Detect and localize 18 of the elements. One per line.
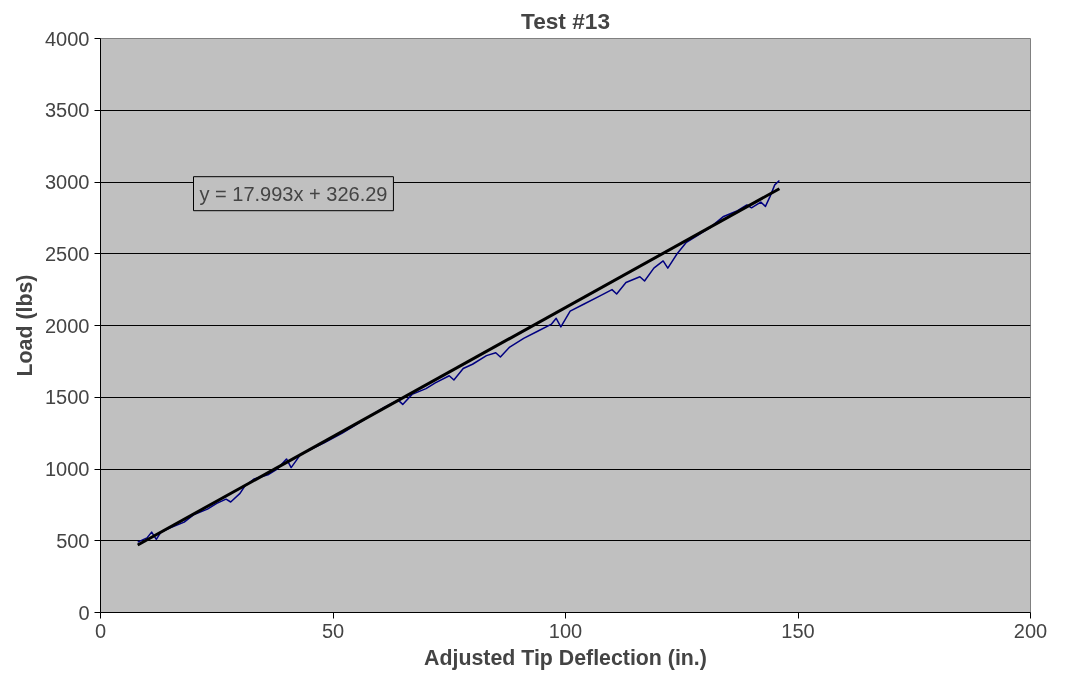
y-axis-title: Load (lbs)	[13, 274, 38, 377]
annotation: y = 17.993x + 326.29	[199, 182, 388, 205]
y-tick-label: 500	[56, 529, 90, 552]
y-tick-label: 1000	[45, 458, 90, 480]
y-tick-label: 3000	[45, 171, 90, 193]
y-tick-label: 2000	[45, 314, 90, 337]
y-tick-label: 1500	[45, 386, 90, 409]
y-tick-label: 0	[78, 601, 90, 624]
x-tick-label: 200	[1013, 619, 1048, 642]
y-tick-label: 4000	[45, 27, 90, 50]
x-tick-label: 100	[548, 619, 583, 642]
chart-title: Test #13	[521, 7, 610, 34]
x-tick-label: 0	[94, 619, 107, 642]
x-tick-label: 150	[781, 619, 815, 642]
x-axis-title: Adjusted Tip Deflection (in.)	[424, 645, 707, 670]
y-tick-label: 3500	[45, 99, 90, 122]
y-tick-label: 2500	[45, 242, 90, 265]
x-tick-label: 50	[321, 619, 345, 642]
